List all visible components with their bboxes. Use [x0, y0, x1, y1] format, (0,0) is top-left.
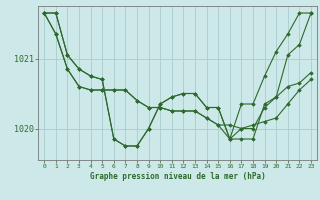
X-axis label: Graphe pression niveau de la mer (hPa): Graphe pression niveau de la mer (hPa) [90, 172, 266, 181]
